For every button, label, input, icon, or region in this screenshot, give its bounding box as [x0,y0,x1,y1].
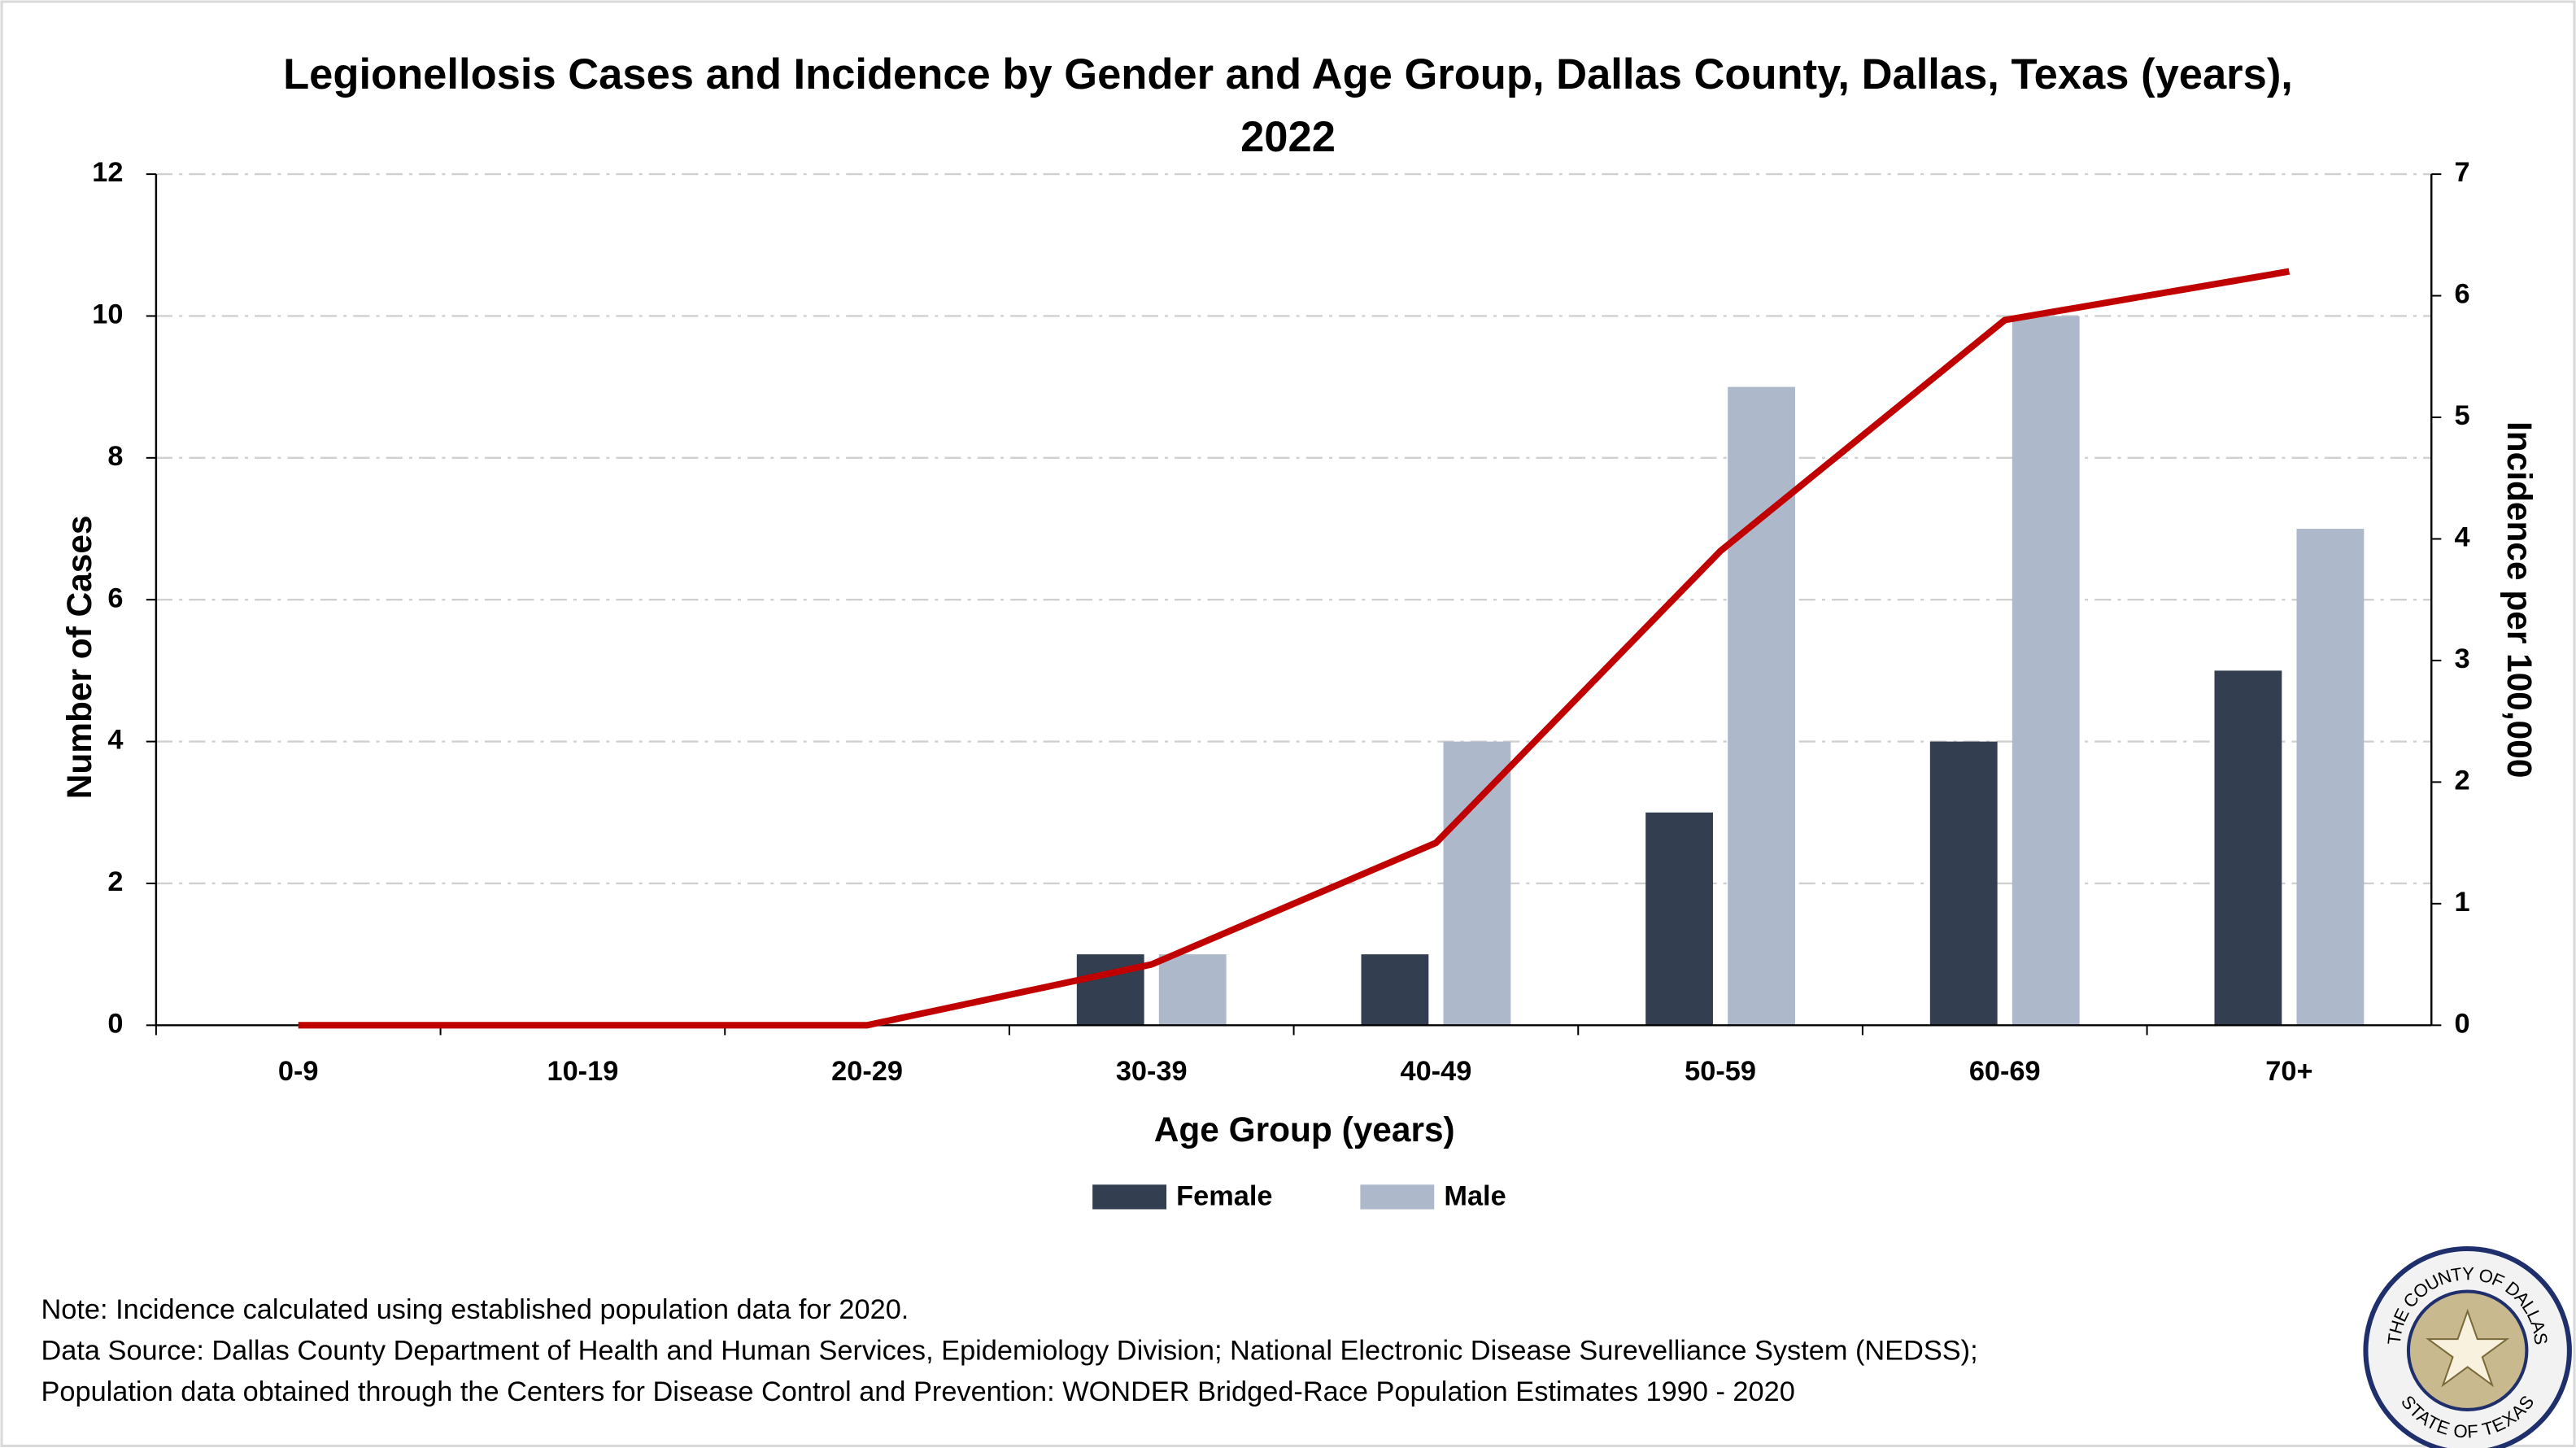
bar [1728,386,1795,1026]
legend-label: Male [1444,1180,1506,1211]
title-box: Legionellosis Cases and Incidence by Gen… [283,49,2293,161]
chart-title: Legionellosis Cases and Incidence by Gen… [283,49,2293,161]
bar [2012,316,2080,1026]
y2-tick-label: 6 [2455,279,2470,310]
footnote: Population data obtained through the Cen… [41,1376,1795,1407]
y-tick-label: 12 [92,157,123,188]
bar [1645,812,1713,1026]
x-tick-label: 10-19 [547,1056,618,1087]
legend-label: Female [1176,1180,1272,1211]
y-tick-label: 0 [107,1008,123,1039]
footnote: Note: Incidence calculated using establi… [41,1294,909,1325]
y2-tick-label: 5 [2455,400,2470,431]
seal-star [2426,1308,2510,1388]
y2-tick-label: 3 [2455,643,2470,674]
y-tick-label: 10 [92,299,123,330]
y2-tick-label: 7 [2455,157,2470,188]
footnote: Data Source: Dallas County Department of… [41,1335,1978,1366]
x-tick-label: 50-59 [1685,1056,1756,1087]
bar [1158,954,1227,1026]
legend-swatch [1092,1184,1167,1210]
y-tick-label: 8 [107,441,123,472]
y2-tick-label: 0 [2455,1008,2470,1039]
x-tick-label: 20-29 [831,1056,903,1087]
incidence-line [298,268,2291,1029]
y2-tick-label: 2 [2455,765,2470,796]
x-tick-label: 40-49 [1400,1056,1471,1087]
legend-swatch [1360,1184,1435,1210]
y-axis-title: Number of Cases [60,516,98,800]
y-tick-label: 4 [107,725,123,756]
x-tick-label: 0-9 [278,1056,319,1087]
y2-axis-title: Incidence per 100,000 [2500,421,2539,778]
y2-tick-label: 1 [2455,887,2470,918]
bar [1361,954,1429,1026]
x-tick-label: 60-69 [1969,1056,2041,1087]
y-tick-label: 6 [107,582,123,613]
bar [1443,741,1511,1026]
bar [2214,670,2282,1026]
y-tick-label: 2 [107,866,123,897]
bar [1929,741,1998,1026]
x-axis-title: Age Group (years) [1154,1110,1455,1149]
bar [2296,529,2365,1026]
x-tick-label: 30-39 [1116,1056,1188,1087]
x-tick-label: 70+ [2265,1056,2312,1087]
seal: THE COUNTY OF DALLAS STATE OF TEXAS [2363,1246,2572,1448]
y2-tick-label: 4 [2455,522,2470,553]
